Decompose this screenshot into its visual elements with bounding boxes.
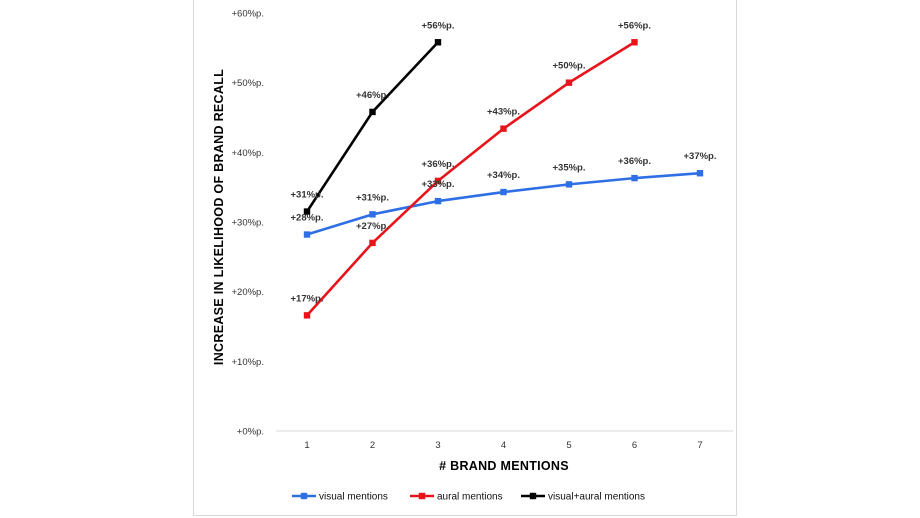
y-tick-label: +30%p. [232,218,265,229]
series-line [305,41,439,213]
x-tick-label: 7 [697,440,702,451]
legend-marker [529,492,537,500]
x-tick-label: 3 [435,440,440,451]
data-point [565,79,573,86]
data-label: +31%p. [290,190,323,201]
y-tick-label: +40%p. [232,148,265,159]
data-point [369,108,376,116]
data-point [631,39,638,46]
x-tick-label: 4 [501,440,506,451]
data-label: +43%p. [487,107,520,118]
data-label: +28%p. [290,213,323,224]
data-label: +56%p. [618,20,651,31]
x-tick-labels: 1 2 3 4 5 6 7 [304,440,702,451]
y-tick-label: +10%p. [232,357,265,368]
legend-marker [300,492,308,500]
x-tick-label: 2 [370,440,375,451]
data-label: +37%p. [683,151,716,162]
legend-marker [418,492,426,500]
legend-label: visual+aural mentions [548,492,645,503]
legend-label: aural mentions [437,492,503,503]
y-tick-label: +20%p. [232,287,265,298]
data-labels: +28%p. +31%p. +33%p. +34%p. +35%p. +36%p. +37%… [290,20,716,304]
legend: visual mentions aural mentions visual+aura… [292,492,645,503]
data-point [303,208,311,215]
series-lines [303,39,704,319]
data-label: +36%p. [421,159,454,170]
chart-frame [193,0,737,516]
data-label: +46%p. [356,90,389,101]
data-label: +31%p. [356,192,389,203]
data-point [696,170,704,177]
x-tick-label: 6 [632,440,637,451]
data-label: +35%p. [552,162,585,173]
data-point [565,181,573,188]
data-label: +56%p. [421,20,454,31]
data-point [434,197,442,205]
y-tick-labels: +0%p. +10%p. +20%p. +30%p. +40%p. +50%p. +60%p… [232,9,265,438]
legend-label: visual mentions [319,492,388,503]
data-point [631,174,638,182]
y-axis-title: INCREASE IN LIKELIHOOD OF BRAND RECALL [212,69,226,365]
data-point [303,312,311,319]
data-label: +33%p. [421,179,454,190]
data-point [500,125,507,132]
y-tick-label: +50%p. [232,78,265,89]
data-label: +27%p. [356,221,389,232]
data-label: +34%p. [487,170,520,181]
y-tick-label: +60%p. [232,9,265,20]
data-point [369,211,376,218]
data-label: +50%p. [552,61,585,72]
data-point [500,188,507,196]
data-label: +36%p. [618,156,651,167]
data-point [434,39,442,46]
data-point [303,231,311,238]
x-tick-label: 5 [566,440,571,451]
data-label: +17%p. [290,293,323,304]
y-tick-label: +0%p. [237,427,264,438]
x-tick-label: 1 [304,440,309,451]
series-line [306,41,636,317]
data-point [434,177,442,185]
data-point [369,239,376,247]
x-axis-title: # BRAND MENTIONS [439,459,569,473]
